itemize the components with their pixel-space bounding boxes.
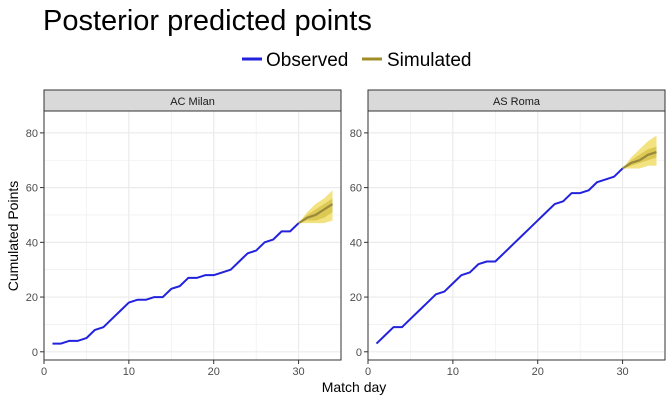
simulated-median-line [621,150,657,170]
x-tick-label: 0 [41,366,47,378]
facet-strip [43,89,342,112]
simulated-median-line [297,203,334,225]
x-tick-label: 20 [208,366,220,378]
panel-background [44,111,341,360]
facet-panel: AS Roma 0 10 20 30 0 20 40 60 80 [350,89,666,378]
x-tick-label: 20 [532,366,544,378]
legend-label-observed: Observed [266,50,348,71]
y-tick-label: 40 [26,237,38,249]
panel-background [368,111,665,360]
y-tick-label: 80 [350,128,362,140]
y-tick-label: 80 [26,128,38,140]
observed-line [375,167,624,345]
y-axis-title: Cumulated Points [5,181,21,292]
facet-strip-label: AS Roma [493,96,541,108]
x-tick-label: 30 [292,366,304,378]
facet-panel: AC Milan 0 10 20 30 0 20 40 60 80 [26,89,342,378]
x-tick-label: 30 [616,366,628,378]
y-tick-label: 20 [350,292,362,304]
y-tick-label: 0 [32,347,38,359]
chart-title: Posterior predicted points [43,5,372,37]
facet-strip-label: AC Milan [170,96,215,108]
facet-panels: AC Milan 0 10 20 30 0 20 40 60 80 AS Roma 0 10 20 30 0 2… [26,89,666,378]
y-tick-label: 20 [26,292,38,304]
x-tick-label: 0 [365,366,371,378]
x-axis-title: Match day [322,379,387,395]
legend-label-simulated: Simulated [387,50,472,71]
y-tick-label: 40 [350,237,362,249]
y-tick-label: 60 [26,183,38,195]
legend: Observed Simulated [242,50,472,71]
x-tick-label: 10 [123,366,135,378]
facet-strip [367,89,666,112]
y-tick-label: 60 [350,183,362,195]
y-tick-label: 0 [356,347,362,359]
observed-line [52,222,300,345]
x-tick-label: 10 [447,366,459,378]
